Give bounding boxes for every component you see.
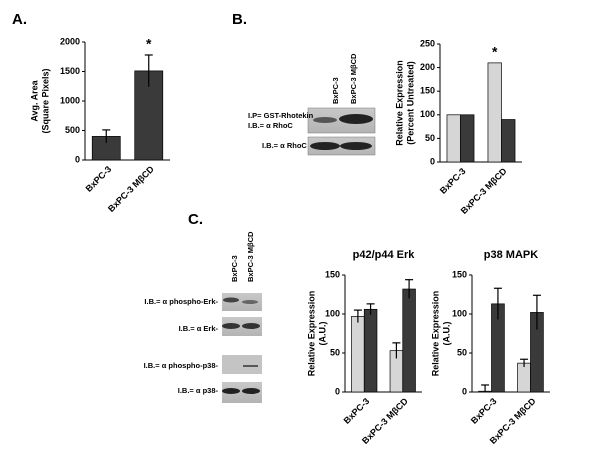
y-tick-label: 200 (420, 62, 435, 72)
lane-label: BxPC-3 MβCD (246, 231, 255, 282)
y-tick-label: 0 (335, 386, 340, 396)
annotation: * (492, 44, 498, 60)
y-tick-label: 50 (330, 347, 340, 357)
bar (446, 114, 461, 163)
y-tick-label: 2000 (60, 36, 80, 46)
lane-label: BxPC-3 (331, 77, 340, 104)
blot-label: I.B.= α phospho-p38- (144, 361, 219, 370)
x-tick-label: BxPC-3 (342, 396, 372, 426)
blot-label: I.B.= α phospho-Erk- (144, 297, 218, 306)
y-axis-label: (Percent Untreated) (405, 61, 415, 145)
panel-label: B. (232, 11, 247, 28)
y-tick-label: 100 (452, 308, 467, 318)
y-axis-label: Relative Expression (430, 291, 440, 377)
panel-label: A. (12, 11, 27, 28)
y-tick-label: 250 (420, 38, 435, 48)
chart-title: p42/p44 Erk (353, 249, 416, 261)
y-axis-label: (A.U.) (317, 322, 327, 346)
panel-label: C. (188, 211, 203, 228)
x-tick-label: BxPC-3 MβCD (106, 164, 156, 214)
y-tick-label: 150 (325, 269, 340, 279)
bar (351, 315, 365, 393)
x-tick-label: BxPC-3 (438, 166, 468, 196)
bar (501, 119, 516, 163)
y-axis-label: (A.U.) (441, 322, 451, 346)
y-tick-label: 1500 (60, 66, 80, 76)
blot (307, 107, 376, 156)
blot-label: I.B.= α Erk- (179, 324, 219, 333)
x-tick-label: BxPC-3 (84, 164, 114, 194)
y-tick-label: 50 (457, 347, 467, 357)
bar (517, 362, 531, 393)
y-tick-label: 500 (65, 125, 80, 135)
bar (363, 308, 378, 393)
y-tick-label: 0 (462, 386, 467, 396)
blot-label: I.B.= α p38- (178, 386, 219, 395)
blot-label: I.P= GST-Rhotekin (248, 111, 314, 120)
y-tick-label: 50 (425, 133, 435, 143)
bar (402, 288, 416, 393)
lane-label: BxPC-3 (230, 255, 239, 282)
bar (487, 62, 502, 163)
annotation: * (146, 36, 152, 52)
y-tick-label: 0 (75, 154, 80, 164)
blot-label: I.B.= α RhoC (262, 141, 307, 150)
y-tick-label: 1000 (60, 95, 80, 105)
blot-label: I.B.= α RhoC (248, 121, 293, 130)
y-tick-label: 100 (420, 109, 435, 119)
bar (460, 114, 475, 163)
y-tick-label: 150 (452, 269, 467, 279)
y-tick-label: 0 (430, 156, 435, 166)
y-axis-label: Avg. Area (29, 79, 39, 121)
x-tick-label: BxPC-3 (469, 396, 499, 426)
y-tick-label: 100 (325, 308, 340, 318)
chart-title: p38 MAPK (484, 249, 538, 261)
blot (222, 293, 262, 403)
y-axis-label: (Square Pixels) (40, 68, 50, 133)
y-axis-label: Relative Expression (306, 291, 316, 377)
lane-label: BxPC-3 MβCD (349, 53, 358, 104)
y-tick-label: 150 (420, 86, 435, 96)
y-axis-label: Relative Expression (394, 60, 404, 146)
